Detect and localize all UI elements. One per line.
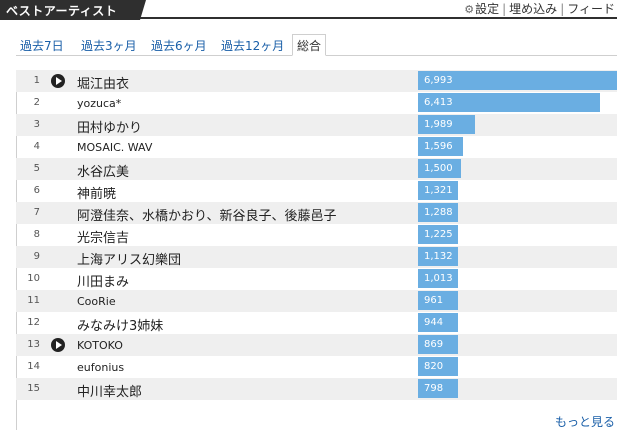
play-count-label: 1,013 — [424, 273, 453, 284]
play-count-label: 1,132 — [424, 251, 453, 262]
play-count-bar — [418, 247, 458, 266]
tab-3-months[interactable]: 過去3ヶ月 — [81, 39, 137, 53]
artist-name[interactable]: KOTOKO — [77, 339, 123, 352]
rank-number: 13 — [27, 339, 40, 350]
play-count-bar — [418, 71, 617, 90]
rank-number: 11 — [27, 295, 40, 306]
rank-number: 6 — [33, 185, 40, 196]
play-count-bar — [418, 181, 458, 200]
artist-name[interactable]: 中川幸太郎 — [77, 385, 143, 400]
rank-number: 10 — [27, 273, 40, 284]
play-count-label: 1,500 — [424, 163, 453, 174]
tab-7-days[interactable]: 過去7日 — [20, 39, 64, 53]
play-count-bar — [418, 269, 458, 288]
chart-row: 12 みなみけ3姉妹 944 — [16, 312, 617, 334]
play-count-label: 1,321 — [424, 185, 453, 196]
chart-row: 13 KOTOKO 869 — [16, 334, 617, 356]
panel-header: ベストアーティスト ⚙設定 | 埋め込み | フィード — [0, 0, 617, 20]
play-count-label: 961 — [424, 295, 444, 306]
play-count-bar — [418, 225, 458, 244]
feed-link[interactable]: フィード — [567, 2, 615, 16]
play-count-bar — [418, 379, 458, 398]
artist-name[interactable]: 阿澄佳奈、水橋かおり、新谷良子、後藤邑子 — [77, 209, 337, 224]
panel-title: ベストアーティスト — [6, 4, 118, 18]
play-count-label: 798 — [424, 383, 444, 394]
play-count-label: 1,989 — [424, 119, 453, 130]
play-count-label: 1,225 — [424, 229, 453, 240]
title-tab: ベストアーティスト — [0, 0, 146, 20]
rank-number: 12 — [27, 317, 40, 328]
play-count-bar — [418, 93, 600, 112]
play-count-bar — [418, 335, 458, 354]
chart-row: 7 阿澄佳奈、水橋かおり、新谷良子、後藤邑子 1,288 — [16, 202, 617, 224]
rank-number: 2 — [33, 97, 40, 108]
chart-row: 1 堀江由衣 6,993 — [16, 70, 617, 92]
artist-name[interactable]: 水谷広美 — [77, 165, 130, 180]
artist-name[interactable]: eufonius — [77, 361, 125, 374]
play-count-bar — [418, 203, 458, 222]
artist-name[interactable]: yozuca* — [77, 97, 122, 110]
artist-name[interactable]: 田村ゆかり — [77, 121, 143, 136]
artist-name[interactable]: 川田まみ — [77, 275, 130, 290]
chart-row: 8 光宗信吉 1,225 — [16, 224, 617, 246]
chart-row: 15 中川幸太郎 798 — [16, 378, 617, 400]
play-icon[interactable] — [51, 74, 65, 88]
artist-name[interactable]: 光宗信吉 — [77, 231, 130, 246]
rank-number: 4 — [33, 141, 40, 152]
play-count-bar — [418, 159, 461, 178]
play-count-label: 869 — [424, 339, 444, 350]
artist-name[interactable]: CooRie — [77, 295, 116, 308]
play-count-bar — [418, 291, 458, 310]
link-separator: | — [560, 2, 565, 16]
play-count-label: 820 — [424, 361, 444, 372]
embed-link[interactable]: 埋め込み — [509, 2, 558, 16]
gear-icon: ⚙ — [464, 3, 475, 16]
header-rule — [140, 17, 617, 19]
rank-number: 3 — [33, 119, 40, 130]
play-count-label: 6,993 — [424, 75, 453, 86]
play-count-bar — [418, 313, 458, 332]
rank-number: 1 — [33, 75, 40, 86]
play-count-label: 1,288 — [424, 207, 453, 218]
artist-name[interactable]: MOSAIC. WAV — [77, 141, 153, 154]
settings-link[interactable]: 設定 — [475, 2, 500, 16]
artist-name[interactable]: みなみけ3姉妹 — [77, 319, 164, 334]
chart-row: 3 田村ゆかり 1,989 — [16, 114, 617, 136]
chart-row: 10 川田まみ 1,013 — [16, 268, 617, 290]
play-icon[interactable] — [51, 338, 65, 352]
rank-number: 14 — [27, 361, 40, 372]
chart-row: 4 MOSAIC. WAV 1,596 — [16, 136, 617, 158]
period-tabs: 過去7日 過去3ヶ月 過去6ヶ月 過去12ヶ月 総合 — [16, 34, 617, 56]
play-count-label: 1,596 — [424, 141, 453, 152]
tab-12-months[interactable]: 過去12ヶ月 — [221, 39, 285, 53]
rank-number: 5 — [33, 163, 40, 174]
play-count-bar — [418, 115, 475, 134]
chart-row: 14 eufonius 820 — [16, 356, 617, 378]
tab-6-months[interactable]: 過去6ヶ月 — [151, 39, 207, 53]
chart-row: 9 上海アリス幻樂団 1,132 — [16, 246, 617, 268]
artist-name[interactable]: 上海アリス幻樂団 — [77, 253, 182, 268]
play-count-label: 944 — [424, 317, 444, 328]
rank-number: 7 — [33, 207, 40, 218]
chart-row: 5 水谷広美 1,500 — [16, 158, 617, 180]
more-link[interactable]: もっと見る — [554, 415, 615, 429]
artist-name[interactable]: 神前暁 — [77, 187, 117, 202]
chart-row: 11 CooRie 961 — [16, 290, 617, 312]
rank-number: 8 — [33, 229, 40, 240]
tab-overall[interactable]: 総合 — [292, 34, 327, 56]
play-count-bar — [418, 137, 463, 156]
artist-chart: 1 堀江由衣 6,993 2 yozuca* 6,413 3 田村ゆかり 1,989 4 MOSAI… — [16, 70, 617, 400]
chart-row: 2 yozuca* 6,413 — [16, 92, 617, 114]
artist-name[interactable]: 堀江由衣 — [77, 77, 130, 92]
header-links: ⚙設定 | 埋め込み | フィード — [464, 0, 615, 17]
rank-number: 9 — [33, 251, 40, 262]
play-count-bar — [418, 357, 458, 376]
link-separator: | — [502, 2, 507, 16]
rank-number: 15 — [27, 383, 40, 394]
play-count-label: 6,413 — [424, 97, 453, 108]
chart-row: 6 神前暁 1,321 — [16, 180, 617, 202]
